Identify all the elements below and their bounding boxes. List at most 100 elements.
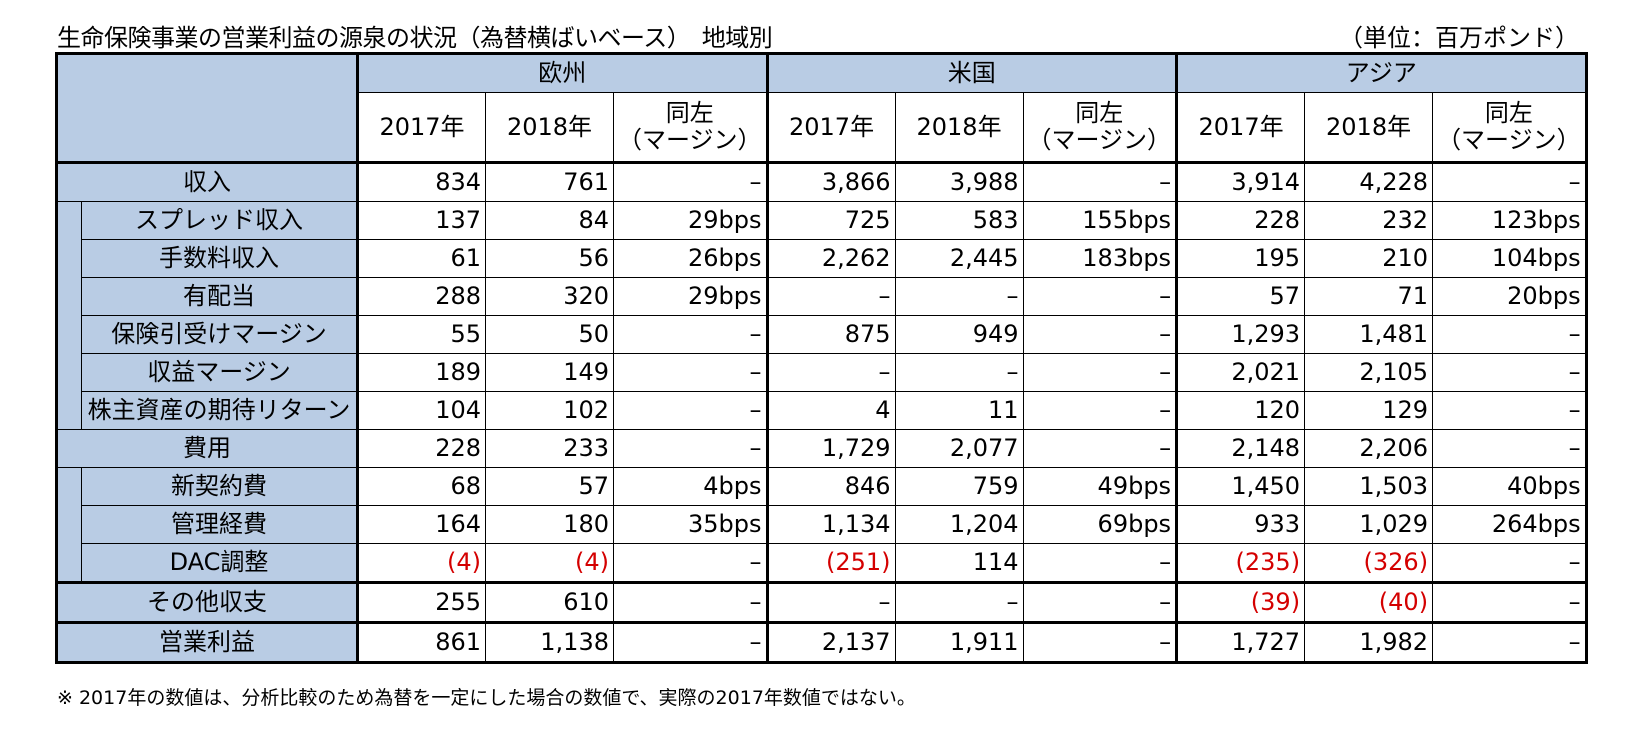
table-cell: 3,914 [1175,161,1306,202]
table-cell: 180 [485,505,614,544]
table-cell: 71 [1304,277,1434,316]
table-cell: 228 [356,429,486,468]
table-cell: 861 [356,621,486,664]
table-cell: 35bps [613,505,768,544]
table-cell: 2,137 [765,621,896,664]
table-title: 生命保険事業の営業利益の源泉の状況（為替横ばいベース） 地域別 [57,24,773,52]
table-cell: – [1432,391,1588,430]
table-cell: 155bps [1022,201,1178,240]
table-cell: – [1022,161,1178,202]
table-row: 新契約費 68 57 4bps 846 759 49bps 1,450 1,503 40bps [55,467,1588,506]
table-cell: – [894,277,1024,316]
table-cell: 2,206 [1304,429,1434,468]
table-cell: 11 [894,391,1024,430]
table-cell: – [765,277,896,316]
table-cell: 114 [894,543,1024,583]
table-cell: 949 [894,315,1024,354]
table-row: 収益マージン 189 149– – – –2,021 2,105– [55,353,1588,392]
table-cell: 1,727 [1175,621,1306,664]
table-row: DAC調整 (4) (4) – (251) 114– (235) (326) – [55,543,1588,583]
table-cell: 255 [356,581,486,623]
row-label: DAC調整 [81,543,358,583]
table-cell: – [613,353,768,392]
table-cell: 2,262 [765,239,896,278]
indent-spacer [55,277,82,316]
table-cell: 583 [894,201,1024,240]
row-label: 株主資産の期待リターン [81,391,358,430]
row-label: その他収支 [55,581,358,623]
table-cell: – [765,353,896,392]
table-cell: 50 [485,315,614,354]
table-cell: 264bps [1432,505,1588,544]
table-cell: 288 [356,277,486,316]
table-cell: 40bps [1432,467,1588,506]
indent-spacer [55,467,82,506]
row-label: 新契約費 [81,467,358,506]
table-cell: 1,138 [485,621,614,664]
indent-spacer [55,353,82,392]
col-2017-europe: 2017年 [356,92,486,163]
table-cell: 3,866 [765,161,896,202]
col-2018-europe: 2018年 [485,92,614,163]
table-cell: – [613,161,768,202]
table-cell: 933 [1175,505,1306,544]
table-cell: – [1432,353,1588,392]
table-cell: 761 [485,161,614,202]
table-body: 収入 834 761–3,866 3,988–3,914 4,228– スプレッド収入 13… [55,161,1588,664]
table-cell: (251) [765,543,896,583]
table-cell: – [1022,581,1178,623]
margin-line1: 同左 [665,99,714,127]
row-label: 保険引受けマージン [81,315,358,354]
table-cell: – [1022,315,1178,354]
table-cell: – [613,391,768,430]
table-cell: 1,134 [765,505,896,544]
table-cell: (39) [1175,581,1306,623]
table-cell: 164 [356,505,486,544]
table-cell: 61 [356,239,486,278]
table-cell: – [1432,161,1588,202]
table-cell: 233 [485,429,614,468]
table-cell: – [1022,621,1178,664]
table-cell: 137 [356,201,486,240]
table-row: 収入 834 761–3,866 3,988–3,914 4,228– [55,161,1588,202]
margin-line2: （マージン） [618,126,762,154]
table-cell: 20bps [1432,277,1588,316]
table-cell: – [1022,429,1178,468]
margin-line2: （マージン） [1027,126,1172,154]
table-cell: – [894,353,1024,392]
indent-spacer [55,391,82,430]
region-asia: アジア [1175,52,1588,93]
table-cell: 759 [894,467,1024,506]
table-cell: 69bps [1022,505,1178,544]
col-2017-us: 2017年 [765,92,896,163]
region-us: 米国 [765,52,1178,93]
table-cell: – [1022,391,1178,430]
margin-line1: 同左 [1484,99,1533,127]
table-cell: 189 [356,353,486,392]
table-cell: (235) [1175,543,1306,583]
table-row: 費用 228 233–1,729 2,077–2,148 2,206– [55,429,1588,468]
margin-line2: （マージン） [1437,126,1581,154]
col-margin-us: 同左 （マージン） [1022,92,1178,163]
row-label: 営業利益 [55,621,358,664]
margin-line1: 同左 [1075,99,1124,127]
table-cell: 1,911 [894,621,1024,664]
region-europe: 欧州 [356,52,768,93]
table-cell: 320 [485,277,614,316]
table-cell: 1,729 [765,429,896,468]
table-row: 管理経費 164 180 35bps 1,134 1,204 69bps 933 1,029 26… [55,505,1588,544]
table-cell: 102 [485,391,614,430]
col-2018-asia: 2018年 [1304,92,1434,163]
table-cell: – [1432,543,1588,583]
table-cell: 2,021 [1175,353,1306,392]
table-cell: (4) [485,543,614,583]
col-margin-europe: 同左 （マージン） [613,92,768,163]
table-row: 株主資産の期待リターン 104 102–4 11–120 129– [55,391,1588,430]
table-cell: 1,029 [1304,505,1434,544]
table-cell: – [765,581,896,623]
table-cell: 1,982 [1304,621,1434,664]
col-2017-asia: 2017年 [1175,92,1306,163]
table-cell: (326) [1304,543,1434,583]
table-cell: – [613,543,768,583]
table-cell: (40) [1304,581,1434,623]
